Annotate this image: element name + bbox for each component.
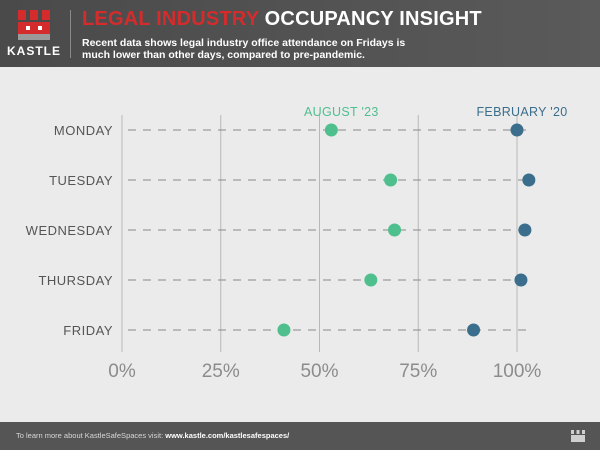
data-point — [324, 123, 338, 137]
x-tick-label: 100% — [493, 361, 542, 382]
header-divider — [70, 10, 71, 58]
header-bar: KASTLE LEGAL INDUSTRY OCCUPANCY INSIGHT … — [0, 0, 600, 67]
data-point — [277, 323, 291, 337]
category-label: WEDNESDAY — [26, 223, 113, 238]
castle-small-icon — [571, 430, 585, 442]
page-title: LEGAL INDUSTRY OCCUPANCY INSIGHT — [82, 8, 482, 31]
series-label: AUGUST '23 — [304, 105, 379, 119]
footer-link[interactable]: www.kastle.com/kastlesafespaces/ — [165, 431, 290, 440]
data-point — [467, 323, 481, 337]
footer-prefix: To learn more about KastleSafeSpaces vis… — [16, 431, 166, 440]
x-tick-label: 75% — [399, 361, 437, 382]
x-tick-label: 50% — [300, 361, 338, 382]
category-label: TUESDAY — [49, 173, 113, 188]
data-point — [364, 273, 378, 287]
brand-name: KASTLE — [7, 44, 61, 58]
series-label: FEBRUARY '20 — [477, 105, 568, 119]
castle-icon — [18, 10, 50, 40]
page-subtitle: Recent data shows legal industry office … — [82, 37, 406, 61]
data-point — [518, 223, 532, 237]
title-highlight: LEGAL INDUSTRY — [82, 8, 259, 30]
category-label: THURSDAY — [38, 273, 113, 288]
x-tick-label: 25% — [202, 361, 240, 382]
kastle-logo — [18, 10, 50, 40]
data-point — [384, 173, 398, 187]
data-point — [514, 273, 528, 287]
dot-plot-chart: 0% 25% 50% 75% 100% MONDAY TUESDAY WEDNESDAY THU… — [26, 105, 568, 382]
data-point — [522, 173, 536, 187]
data-point — [510, 123, 524, 137]
title-rest: OCCUPANCY INSIGHT — [258, 8, 482, 30]
x-tick-label: 0% — [108, 361, 136, 382]
data-point — [388, 223, 402, 237]
category-label: MONDAY — [54, 123, 113, 138]
category-label: FRIDAY — [63, 323, 113, 338]
footer-text: To learn more about KastleSafeSpaces vis… — [16, 431, 289, 440]
footer-bar: To learn more about KastleSafeSpaces vis… — [0, 422, 600, 450]
